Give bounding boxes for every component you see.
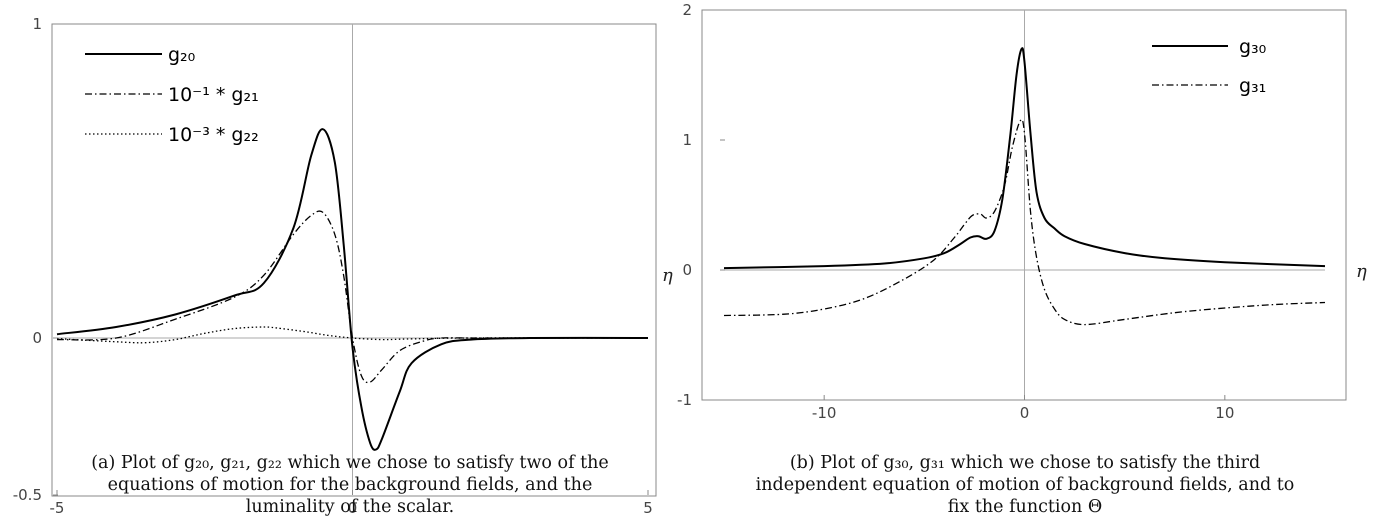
caption-a-text-1: Plot of g₂₀, g₂₁, g₂₂ which we chose to … bbox=[120, 453, 609, 473]
panel-b-series bbox=[723, 47, 1326, 326]
panel-a-x-axis-label: η bbox=[662, 265, 673, 286]
panel-b-legend: g₃₀ g₃₁ bbox=[1152, 36, 1266, 97]
panel-a-y-tick-label: -0.5 bbox=[13, 486, 42, 504]
caption-a-line-2: equations of motion for the background f… bbox=[107, 475, 593, 495]
panel-a-series-g20 bbox=[56, 128, 649, 451]
caption-b-text-1: Plot of g₃₀, g₃₁ which we chose to satis… bbox=[820, 453, 1261, 473]
panel-b-legend-label-g31: g₃₁ bbox=[1239, 75, 1266, 97]
caption-b-line-2: independent equation of motion of backgr… bbox=[755, 475, 1295, 495]
panel-a-x-tick-label: -5 bbox=[50, 499, 65, 517]
panel-a-legend-label-g22: 10⁻³ * g₂₂ bbox=[168, 124, 259, 146]
panel-b-x-tick-label: -10 bbox=[812, 404, 837, 422]
panel-a-x-tick-label: 5 bbox=[643, 499, 653, 517]
panel-a-ticks: -5 0 5 -0.5 0 1 bbox=[13, 15, 653, 517]
panel-b-y-tick-label: 0 bbox=[682, 261, 692, 279]
caption-b-prefix: (b) bbox=[789, 453, 821, 473]
panel-b-legend-label-g30: g₃₀ bbox=[1239, 36, 1266, 58]
panel-b-x-tick-label: 10 bbox=[1215, 404, 1234, 422]
panel-b-series-g30 bbox=[723, 47, 1326, 270]
panel-b-y-tick-label: 1 bbox=[682, 131, 692, 149]
panel-a-legend-label-g20: g₂₀ bbox=[168, 44, 195, 66]
panel-b-y-tick-label: -1 bbox=[677, 391, 692, 409]
panel-a-series bbox=[56, 128, 649, 451]
caption-a-line-3: luminality of the scalar. bbox=[245, 497, 455, 517]
panel-b-axes bbox=[724, 10, 1325, 400]
panel-a-legend-label-g21: 10⁻¹ * g₂₁ bbox=[168, 84, 259, 106]
panel-a-legend: g₂₀ 10⁻¹ * g₂₁ 10⁻³ * g₂₂ bbox=[85, 44, 259, 146]
caption-a-prefix: (a) bbox=[91, 453, 121, 473]
panel-a-series-g22 bbox=[56, 326, 649, 344]
panel-a-y-tick-label: 0 bbox=[32, 329, 42, 347]
panel-b-y-tick-label: 2 bbox=[682, 1, 692, 19]
caption-a: (a) Plot of g₂₀, g₂₁, g₂₂ which we chose… bbox=[30, 452, 670, 518]
panel-a-x-tick-label: 0 bbox=[348, 499, 358, 517]
panel-a-y-tick-label: 1 bbox=[32, 15, 42, 33]
panel-b-x-tick-label: 0 bbox=[1020, 404, 1030, 422]
panel-a-series-g21 bbox=[56, 210, 648, 384]
caption-b: (b) Plot of g₃₀, g₃₁ which we chose to s… bbox=[700, 452, 1350, 518]
panel-a: -5 0 5 -0.5 0 1 η g₂₀ 10⁻¹ * g₂₁ 10⁻³ * g₂₂ bbox=[13, 15, 673, 517]
caption-b-line-1: (b) Plot of g₃₀, g₃₁ which we chose to s… bbox=[700, 452, 1350, 474]
caption-b-line-3: fix the function Θ bbox=[947, 497, 1103, 517]
panel-b-x-axis-label: η bbox=[1356, 261, 1367, 282]
caption-a-line-1: (a) Plot of g₂₀, g₂₁, g₂₂ which we chose… bbox=[30, 452, 670, 474]
panel-a-frame bbox=[51, 23, 657, 497]
panel-b-series-g31 bbox=[723, 118, 1326, 326]
